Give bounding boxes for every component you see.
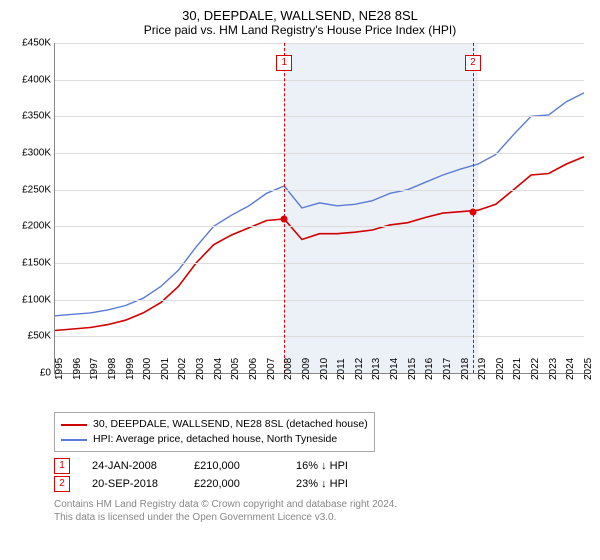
x-tick-label: 2001 [158, 358, 171, 380]
sale-row: 1 24-JAN-2008 £210,000 16% ↓ HPI [54, 458, 580, 474]
y-tick-label: £450K [22, 38, 55, 49]
x-tick-label: 2010 [317, 358, 330, 380]
gridline [55, 226, 584, 227]
x-tick-label: 2012 [352, 358, 365, 380]
x-tick-label: 1995 [52, 358, 65, 380]
gridline [55, 80, 584, 81]
gridline [55, 190, 584, 191]
legend-label: HPI: Average price, detached house, Nort… [93, 432, 337, 447]
x-tick-label: 2009 [299, 358, 312, 380]
sale-marker-box: 1 [276, 55, 292, 71]
chart-subtitle: Price paid vs. HM Land Registry's House … [10, 23, 590, 37]
series-property [55, 157, 584, 331]
legend-item: 30, DEEPDALE, WALLSEND, NE28 8SL (detach… [61, 417, 368, 432]
x-tick-label: 2011 [334, 358, 347, 380]
gridline [55, 336, 584, 337]
y-tick-label: £100K [22, 294, 55, 305]
x-tick-label: 2023 [546, 358, 559, 380]
sale-delta: 23% ↓ HPI [296, 478, 376, 490]
x-tick-label: 2019 [475, 358, 488, 380]
x-tick-label: 2006 [246, 358, 259, 380]
y-tick-label: £200K [22, 221, 55, 232]
y-tick-label: £300K [22, 148, 55, 159]
y-tick-label: £350K [22, 111, 55, 122]
x-tick-label: 2025 [581, 358, 594, 380]
sale-marker-dot [281, 216, 288, 223]
x-tick-label: 2016 [422, 358, 435, 380]
sale-row-marker: 2 [54, 476, 70, 492]
sale-row: 2 20-SEP-2018 £220,000 23% ↓ HPI [54, 476, 580, 492]
x-tick-label: 2003 [193, 358, 206, 380]
legend-label: 30, DEEPDALE, WALLSEND, NE28 8SL (detach… [93, 417, 368, 432]
legend-swatch [61, 439, 87, 441]
chart-title: 30, DEEPDALE, WALLSEND, NE28 8SL [10, 8, 590, 23]
sale-marker-dot [469, 208, 476, 215]
sale-delta: 16% ↓ HPI [296, 460, 376, 472]
sale-marker-line [284, 43, 285, 373]
x-tick-label: 2008 [281, 358, 294, 380]
y-tick-label: £150K [22, 258, 55, 269]
legend-swatch [61, 424, 87, 426]
x-tick-label: 2022 [528, 358, 541, 380]
x-tick-label: 2020 [493, 358, 506, 380]
y-tick-label: £400K [22, 74, 55, 85]
x-tick-label: 2015 [405, 358, 418, 380]
x-tick-label: 2002 [175, 358, 188, 380]
plot-area: £0£50K£100K£150K£200K£250K£300K£350K£400… [54, 43, 584, 374]
line-layer [55, 43, 584, 373]
legend-item: HPI: Average price, detached house, Nort… [61, 432, 368, 447]
gridline [55, 116, 584, 117]
x-tick-label: 2017 [440, 358, 453, 380]
x-tick-label: 2000 [140, 358, 153, 380]
sale-date: 24-JAN-2008 [92, 460, 172, 472]
x-tick-label: 1996 [70, 358, 83, 380]
gridline [55, 43, 584, 44]
x-tick-label: 1999 [123, 358, 136, 380]
sale-date: 20-SEP-2018 [92, 478, 172, 490]
gridline [55, 300, 584, 301]
x-axis: 1995199619971998199920002001200220032004… [54, 374, 584, 408]
x-tick-label: 2021 [510, 358, 523, 380]
y-tick-label: £250K [22, 184, 55, 195]
sale-price: £210,000 [194, 460, 274, 472]
x-tick-label: 2014 [387, 358, 400, 380]
footer-line-2: This data is licensed under the Open Gov… [54, 511, 580, 524]
y-tick-label: £50K [28, 331, 55, 342]
sales-table: 1 24-JAN-2008 £210,000 16% ↓ HPI 2 20-SEP-201… [10, 458, 590, 492]
x-tick-label: 2013 [369, 358, 382, 380]
sale-price: £220,000 [194, 478, 274, 490]
legend: 30, DEEPDALE, WALLSEND, NE28 8SL (detach… [54, 412, 375, 452]
x-tick-label: 2004 [211, 358, 224, 380]
x-tick-label: 2005 [228, 358, 241, 380]
footer: Contains HM Land Registry data © Crown c… [54, 498, 580, 524]
gridline [55, 263, 584, 264]
chart-container: 30, DEEPDALE, WALLSEND, NE28 8SL Price p… [0, 0, 600, 530]
x-tick-label: 1998 [105, 358, 118, 380]
x-tick-label: 2018 [458, 358, 471, 380]
gridline [55, 153, 584, 154]
x-tick-label: 1997 [87, 358, 100, 380]
x-tick-label: 2024 [563, 358, 576, 380]
x-tick-label: 2007 [264, 358, 277, 380]
sale-row-marker: 1 [54, 458, 70, 474]
sale-marker-box: 2 [465, 55, 481, 71]
footer-line-1: Contains HM Land Registry data © Crown c… [54, 498, 580, 511]
series-hpi [55, 93, 584, 316]
